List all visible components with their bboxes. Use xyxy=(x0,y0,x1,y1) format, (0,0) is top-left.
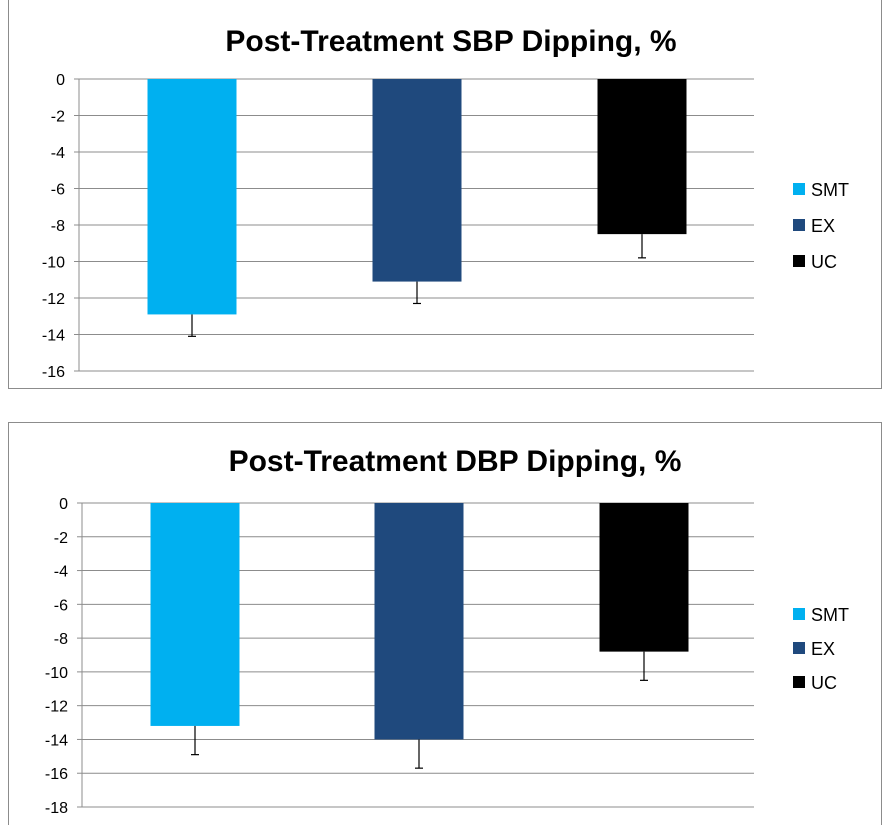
y-axis-ticks: 0 -2 -4 -6 -8 -10 -12 -14 -16 -18 xyxy=(45,496,82,817)
legend-item-smt: SMT xyxy=(793,180,849,200)
legend-label: UC xyxy=(811,673,837,693)
y-tick-label: -10 xyxy=(45,665,68,682)
dbp-chart-panel: Post-Treatment DBP Dipping, % 0 -2 -4 -6 -8 -… xyxy=(8,422,882,825)
bars xyxy=(147,79,687,337)
chart-title: Post-Treatment DBP Dipping, % xyxy=(229,445,682,478)
dbp-dipping-chart: Post-Treatment DBP Dipping, % 0 -2 -4 -6 -8 -… xyxy=(45,445,849,817)
bar-smt xyxy=(150,503,240,726)
y-axis-ticks: 0 -2 -4 -6 -8 -10 -12 -14 -16 xyxy=(42,72,79,381)
y-tick-label: -12 xyxy=(42,291,65,308)
error-bar-ex xyxy=(415,739,423,769)
bar-ex xyxy=(372,79,462,282)
legend-label: EX xyxy=(811,639,835,659)
y-tick-label: -4 xyxy=(51,145,65,162)
legend-item-ex: EX xyxy=(793,639,835,659)
bars xyxy=(150,503,689,769)
legend-label: SMT xyxy=(811,180,849,200)
error-bar-smt xyxy=(188,314,196,337)
y-tick-label: -4 xyxy=(54,564,68,581)
error-bar-uc xyxy=(640,651,648,681)
legend-swatch xyxy=(793,255,805,267)
error-bar-ex xyxy=(413,281,421,305)
legend-item-smt: SMT xyxy=(793,605,849,625)
legend-label: UC xyxy=(811,252,837,272)
bar-uc xyxy=(597,79,687,235)
y-tick-label: -12 xyxy=(45,699,68,716)
legend-label: SMT xyxy=(811,605,849,625)
legend-swatch xyxy=(793,608,805,620)
y-tick-label: -2 xyxy=(54,530,68,547)
y-tick-label: -14 xyxy=(42,328,65,345)
y-tick-label: -8 xyxy=(54,631,68,648)
legend-item-uc: UC xyxy=(793,252,837,272)
legend-swatch xyxy=(793,219,805,231)
y-tick-label: -14 xyxy=(45,732,68,749)
bar-smt xyxy=(147,79,237,315)
y-tick-label: 0 xyxy=(59,496,68,513)
legend-item-ex: EX xyxy=(793,216,835,236)
legend: SMT EX UC xyxy=(793,605,849,693)
chart-title: Post-Treatment SBP Dipping, % xyxy=(225,25,676,58)
sbp-dipping-chart: Post-Treatment SBP Dipping, % 0 -2 -4 -6 -8 -… xyxy=(42,25,849,381)
bar-ex xyxy=(374,503,464,740)
error-bar-smt xyxy=(191,725,199,756)
legend-swatch xyxy=(793,183,805,195)
y-tick-label: -2 xyxy=(51,109,65,126)
y-tick-label: 0 xyxy=(56,72,65,89)
bar-uc xyxy=(599,503,689,652)
y-tick-label: -10 xyxy=(42,255,65,272)
y-tick-label: -8 xyxy=(51,218,65,235)
legend: SMT EX UC xyxy=(793,180,849,272)
legend-item-uc: UC xyxy=(793,673,837,693)
legend-label: EX xyxy=(811,216,835,236)
legend-swatch xyxy=(793,642,805,654)
y-tick-label: -6 xyxy=(54,597,68,614)
y-tick-label: -18 xyxy=(45,800,68,817)
y-tick-label: -16 xyxy=(42,364,65,381)
legend-swatch xyxy=(793,676,805,688)
y-tick-label: -16 xyxy=(45,766,68,783)
sbp-chart-panel: Post-Treatment SBP Dipping, % 0 -2 -4 -6 -8 -… xyxy=(8,0,882,389)
y-tick-label: -6 xyxy=(51,182,65,199)
error-bar-uc xyxy=(638,234,646,259)
